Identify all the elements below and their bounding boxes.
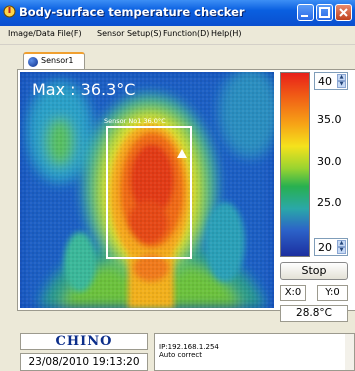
menu-image-data-file[interactable]: Image/Data File(F) [8, 29, 82, 38]
stop-button[interactable]: Stop [280, 262, 348, 280]
spin-up-icon[interactable]: ▲ [337, 240, 346, 247]
log-line-status: Auto correct [159, 351, 202, 359]
scale-max-spinner[interactable]: 40 ▲ ▼ [314, 72, 348, 90]
log-scrollbar[interactable] [345, 334, 354, 370]
status-log[interactable]: IP:192.168.1.254 Auto correct [154, 333, 355, 371]
sensor-status-icon [28, 57, 38, 67]
temperature-color-scale [280, 72, 310, 257]
minimize-icon [301, 15, 308, 17]
measurement-roi-box[interactable] [106, 126, 192, 259]
logo-text: CHINO [55, 334, 113, 349]
spinner-arrows-icon[interactable]: ▲ ▼ [337, 74, 346, 88]
scale-min-spinner[interactable]: 20 ▲ ▼ [314, 238, 348, 256]
thermometer-app-icon [3, 5, 16, 18]
cursor-temperature: 28.8°C [280, 305, 348, 322]
chino-logo: CHINO [20, 333, 148, 350]
close-button[interactable] [335, 4, 352, 21]
max-temperature-label: Max : 36.3°C [32, 80, 136, 99]
max-point-marker-icon [177, 149, 187, 158]
x-coordinate: X:0 [280, 285, 306, 301]
tab-label: Sensor1 [41, 56, 74, 65]
scale-tick-35: 35.0 [317, 113, 342, 126]
title-bar[interactable]: Body-surface temperature checker [0, 0, 355, 26]
tab-strip: Sensor1 [0, 50, 355, 70]
datetime-display: 23/08/2010 19:13:20 [20, 353, 148, 371]
spinner-arrows-icon[interactable]: ▲ ▼ [337, 240, 346, 254]
sensor-temperature-label: Sensor No1 36.0°C [104, 117, 166, 125]
thermal-heatmap [20, 72, 274, 308]
maximize-icon [319, 7, 330, 18]
menu-help[interactable]: Help(H) [211, 29, 242, 38]
minimize-button[interactable] [297, 4, 314, 21]
menu-bar: Image/Data File(F) Sensor Setup(S) Funct… [0, 26, 355, 45]
y-coordinate: Y:0 [317, 285, 348, 301]
scale-min-value: 20 [318, 241, 332, 254]
scale-max-value: 40 [318, 75, 332, 88]
log-line-ip: IP:192.168.1.254 [159, 343, 219, 351]
close-icon [339, 8, 348, 17]
maximize-button[interactable] [316, 4, 333, 21]
window-title: Body-surface temperature checker [19, 5, 245, 19]
scale-tick-25: 25.0 [317, 196, 342, 209]
menu-function[interactable]: Function(D) [163, 29, 210, 38]
spin-down-icon[interactable]: ▼ [337, 247, 346, 254]
tab-sensor1[interactable]: Sensor1 [23, 52, 85, 70]
scale-tick-30: 30.0 [317, 155, 342, 168]
thermal-image[interactable]: Max : 36.3°C Sensor No1 36.0°C [20, 72, 274, 308]
menu-sensor-setup[interactable]: Sensor Setup(S) [97, 29, 162, 38]
spin-up-icon[interactable]: ▲ [337, 74, 346, 81]
spin-down-icon[interactable]: ▼ [337, 81, 346, 88]
